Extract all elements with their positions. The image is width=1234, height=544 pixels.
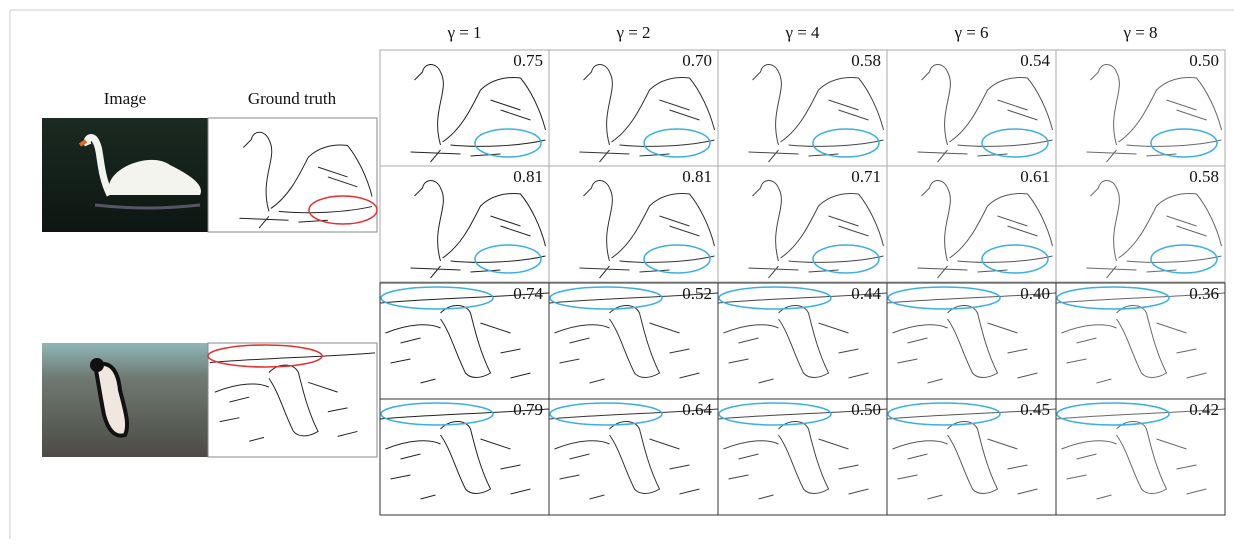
- score: 0.74: [513, 284, 543, 303]
- column-header: γ = 4: [784, 23, 820, 42]
- result-cell: 0.70: [549, 50, 718, 166]
- result-cell: 0.61: [887, 166, 1056, 282]
- column-header: γ = 1: [446, 23, 481, 42]
- result-cell: 0.81: [549, 166, 718, 282]
- score: 0.58: [851, 51, 881, 70]
- score: 0.54: [1020, 51, 1050, 70]
- score: 0.58: [1189, 167, 1219, 186]
- score: 0.75: [513, 51, 543, 70]
- result-cell: 0.50: [718, 399, 887, 515]
- result-grid: 0.75 0.70 0.58 0.54 0.50 0.81 0.81 0.71 0.61 0.58…: [380, 50, 1225, 515]
- column-header: γ = 6: [953, 23, 988, 42]
- penguin-ground-truth: [208, 343, 377, 457]
- score: 0.42: [1189, 400, 1219, 419]
- result-cell: 0.42: [1056, 399, 1225, 515]
- result-cell: 0.50: [1056, 50, 1225, 166]
- score: 0.52: [682, 284, 712, 303]
- page: Image Ground truth 0.750.700.580.540.500…: [0, 0, 1234, 539]
- figure: Image Ground truth 0.750.700.580.540.500…: [0, 0, 1234, 539]
- ground-truth-header: Ground truth: [248, 89, 337, 108]
- score: 0.81: [682, 167, 712, 186]
- result-cell: 0.40: [887, 283, 1056, 399]
- image-header: Image: [104, 89, 146, 108]
- score: 0.40: [1020, 284, 1050, 303]
- column-header: γ = 2: [615, 23, 650, 42]
- result-cell: 0.75: [380, 50, 549, 166]
- result-cell: 0.81: [380, 166, 549, 282]
- score: 0.50: [851, 400, 881, 419]
- result-cell: 0.64: [549, 399, 718, 515]
- score: 0.64: [682, 400, 712, 419]
- result-cell: 0.79: [380, 399, 549, 515]
- result-cell: 0.74: [380, 283, 549, 399]
- score: 0.79: [513, 400, 543, 419]
- swan-ground-truth: [208, 118, 377, 232]
- result-cell: 0.58: [718, 50, 887, 166]
- score: 0.81: [513, 167, 543, 186]
- score: 0.36: [1189, 284, 1219, 303]
- column-header: γ = 8: [1122, 23, 1157, 42]
- result-cell: 0.71: [718, 166, 887, 282]
- result-cell: 0.36: [1056, 283, 1225, 399]
- result-cell: 0.45: [887, 399, 1056, 515]
- score: 0.50: [1189, 51, 1219, 70]
- score: 0.70: [682, 51, 712, 70]
- score: 0.71: [851, 167, 881, 186]
- penguin-photo: [42, 343, 208, 457]
- result-cell: 0.52: [549, 283, 718, 399]
- result-cell: 0.54: [887, 50, 1056, 166]
- result-cell: 0.58: [1056, 166, 1225, 282]
- score: 0.61: [1020, 167, 1050, 186]
- score: 0.44: [851, 284, 881, 303]
- result-cell: 0.44: [718, 283, 887, 399]
- score: 0.45: [1020, 400, 1050, 419]
- swan-photo: [42, 118, 208, 232]
